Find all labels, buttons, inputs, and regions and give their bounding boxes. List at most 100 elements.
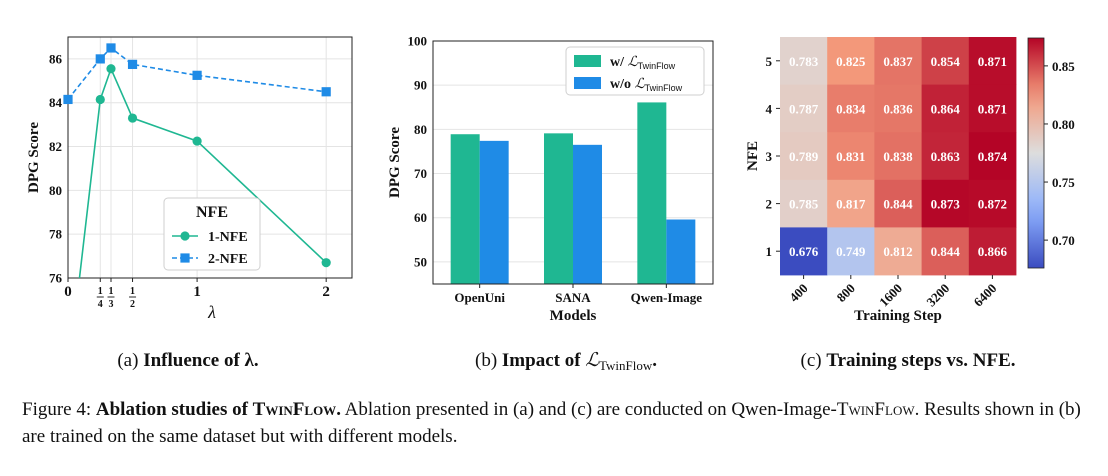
figure-caption-bold-end: . [336,399,341,420]
y-tick-label: 82 [49,139,62,154]
legend-label-1: w/o ℒTwinFlow [610,77,683,93]
figure-caption-sc: TwinFlow [836,399,915,420]
x-tick-denominator: 4 [98,299,103,310]
x-tick-label: 2 [322,284,330,300]
bar-SANA-1 [573,144,602,284]
legend-marker-1-NFE [180,231,190,241]
figure-caption-bold: Ablation studies of [95,399,253,420]
heatmap-cell [780,132,828,181]
bar-Qwen-Image-1 [666,219,696,284]
colorbar [1027,37,1045,269]
legend-marker-2-NFE [180,253,190,263]
heatmap-cell [780,84,828,133]
colorbar-tick-label: 0.85 [1052,59,1075,74]
heatmap-cell [874,37,922,85]
legend-math-symbol: ℒ [628,55,639,70]
heatmap-cell-value: 0.676 [789,244,819,259]
data-point-2-NFE [321,87,331,97]
x-tick-label: 0 [64,284,72,300]
heatmap-cell [874,179,922,228]
data-point-2-NFE [106,43,116,53]
caption-bold: Influence of λ. [143,350,258,371]
series-line-2-NFE [68,46,327,100]
heatmap-cell-value: 0.831 [836,149,865,164]
panel-c-caption: (c) Training steps vs. NFE. [801,350,1016,371]
figure-caption-label: Figure 4: [22,399,96,420]
colorbar-tick-label: 0.75 [1052,175,1075,190]
heatmap-cell-value: 0.863 [931,149,961,164]
heatmap-cell [780,227,828,276]
legend-prefix: w/o [610,77,635,92]
heatmap-cell [921,84,970,133]
bar-OpenUni-0 [450,134,480,284]
x-axis-label: Models [550,308,597,324]
data-point-1-NFE [127,113,138,123]
bar-OpenUni-1 [479,140,509,284]
y-axis-label: DPG Score [387,127,403,198]
data-point-1-NFE [192,136,202,146]
x-tick-label: OpenUni [454,290,505,305]
heatmap-cell-value: 0.787 [789,101,819,116]
heatmap-cell-value: 0.844 [883,197,913,212]
heatmap-cell [874,227,922,276]
legend-subscript: TwinFlow [638,61,676,71]
heatmap-cell-value: 0.873 [931,197,961,212]
heatmap-cell-value: 0.871 [978,101,1007,116]
data-point-1-NFE [321,258,331,268]
heatmap-cell-value: 0.789 [789,149,819,164]
data-point-2-NFE [192,70,202,80]
caption-math-symbol: ℒ [585,350,600,371]
legend-title: NFE [196,204,228,221]
x-tick-numerator: 1 [108,286,113,297]
y-tick-label: 3 [766,149,773,164]
legend-box [163,197,261,271]
heatmap-cell-value: 0.837 [883,54,913,69]
y-tick-label: 70 [414,166,427,181]
legend-label-2-NFE: 2-NFE [208,252,248,267]
data-point-1-NFE [106,64,116,74]
heatmap-cell [874,132,922,181]
x-tick-label: 400 [786,281,810,305]
heatmap-cell [827,84,875,133]
heatmap-cell [968,132,1017,181]
heatmap-cell [968,179,1017,228]
x-tick-denominator: 3 [108,299,113,310]
bar-SANA-0 [544,133,573,284]
legend-label-0: w/ ℒTwinFlow [610,55,676,71]
heatmap-cell-value: 0.838 [883,149,913,164]
heatmap-cell-value: 0.854 [931,54,961,69]
heatmap-cell-value: 0.844 [931,244,961,259]
x-tick-label: 800 [834,281,858,305]
heatmap-cell [921,227,970,276]
heatmap-cell-value: 0.864 [931,101,961,116]
heatmap-cell-value: 0.872 [978,197,1007,212]
y-tick-label: 2 [766,197,773,212]
legend-swatch-1 [574,77,601,89]
heatmap-cell [874,84,922,133]
data-point-1-NFE [95,94,105,105]
data-point-2-NFE [63,94,73,105]
figure-caption-bold-sc: TwinFlow [252,399,337,420]
heatmap-cell-value: 0.836 [883,101,913,116]
bar-Qwen-Image-0 [637,102,667,285]
data-point-2-NFE [127,59,138,69]
x-tick-label: 1600 [876,281,905,310]
heatmap-cell-value: 0.817 [836,197,866,212]
y-tick-label: 86 [49,51,63,66]
caption-subscript: TwinFlow [599,358,653,373]
legend-math-symbol: ℒ [635,77,646,92]
y-tick-label: 5 [766,54,773,69]
caption-bold: Impact of [502,350,585,371]
figure-caption-text-a: Ablation presented in (a) and (c) are co… [340,399,837,420]
heatmap-cell [827,179,875,228]
x-tick-label: 1 [193,284,201,300]
colorbar-tick-label: 0.70 [1052,233,1075,248]
heatmap-cell [968,84,1017,133]
x-axis-label: Training Step [854,308,942,324]
heatmap-cell [968,227,1017,276]
heatmap-cell-value: 0.874 [978,149,1008,164]
heatmap-cell [921,132,970,181]
x-tick-numerator: 1 [130,286,135,297]
